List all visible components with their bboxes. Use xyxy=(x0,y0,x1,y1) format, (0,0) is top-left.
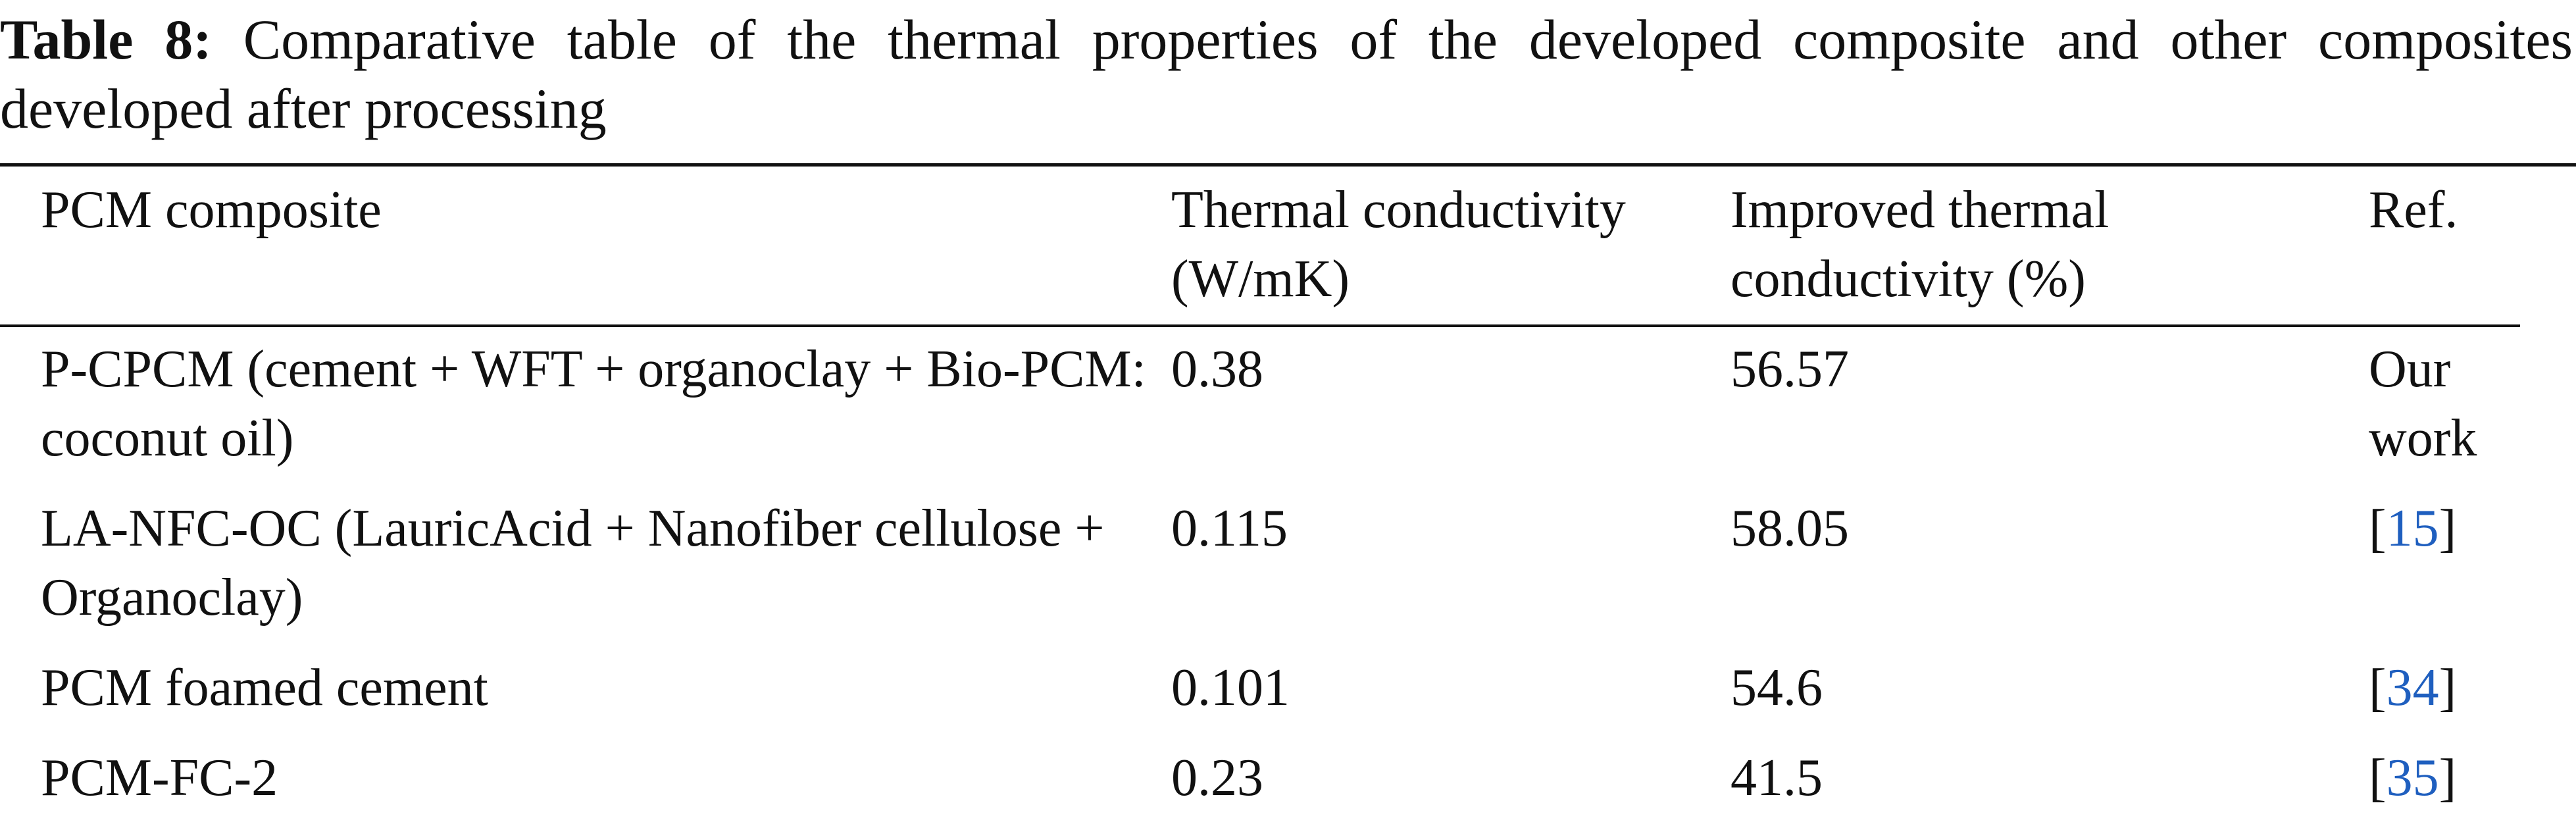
header-cell: PCM composite xyxy=(0,167,1171,327)
header-cell: Ref. xyxy=(2362,167,2520,327)
bracket: ] xyxy=(2438,500,2457,557)
table-cell: 0.38 xyxy=(1171,340,1263,398)
table-row: P-CPCM (cement + WFT + organoclay + Bio-… xyxy=(0,326,2520,486)
table-cell: 54.6 xyxy=(1730,659,1823,717)
bracket: ] xyxy=(2438,749,2457,807)
table-row: LA-NFC-OC (LauricAcid + Nanofiber cellul… xyxy=(0,486,2520,646)
bracket: [ xyxy=(2369,659,2387,717)
table-row: PCM-FC-2 0.23 41.5 [35] xyxy=(0,736,2520,826)
table-cell: 58.05 xyxy=(1730,500,1849,557)
data-table: PCM composite Thermal conductivity (W/mK)… xyxy=(0,167,2520,826)
table-cell: Our work xyxy=(2369,340,2477,467)
table-row: PCM foamed cement 0.101 54.6 [34] xyxy=(0,646,2520,736)
bracket: ] xyxy=(2438,659,2457,717)
table-cell: LA-NFC-OC (LauricAcid + Nanofiber cellul… xyxy=(41,500,1105,627)
table-cell: 0.115 xyxy=(1171,500,1288,557)
bracket: [ xyxy=(2369,749,2387,807)
ref-link[interactable]: 34 xyxy=(2386,659,2439,717)
ref-cell: [35] xyxy=(2362,736,2520,826)
table-cell: P-CPCM (cement + WFT + organoclay + Bio-… xyxy=(41,340,1146,467)
ref-cell: [34] xyxy=(2362,646,2520,736)
header-cell: Thermal conductivity (W/mK) xyxy=(1171,167,1730,327)
caption-label: Table 8: xyxy=(0,8,212,71)
table-cell: 41.5 xyxy=(1730,749,1823,807)
ref-link[interactable]: 15 xyxy=(2386,500,2439,557)
bracket: [ xyxy=(2369,500,2387,557)
caption-text: Comparative table of the thermal propert… xyxy=(0,8,2573,140)
header-row: PCM composite Thermal conductivity (W/mK)… xyxy=(0,167,2520,327)
ref-link[interactable]: 35 xyxy=(2386,749,2439,807)
table-cell: 56.57 xyxy=(1730,340,1849,398)
header-cell: Improved thermal conductivity (%) xyxy=(1730,167,2362,327)
table-cell: PCM foamed cement xyxy=(41,659,488,717)
ref-cell: [15] xyxy=(2362,486,2520,646)
top-rule xyxy=(0,163,2576,167)
table-caption: Table 8: Comparative table of the therma… xyxy=(0,5,2573,143)
table-cell: PCM-FC-2 xyxy=(41,749,278,807)
table-cell: 0.101 xyxy=(1171,659,1290,717)
table-cell: 0.23 xyxy=(1171,749,1263,807)
